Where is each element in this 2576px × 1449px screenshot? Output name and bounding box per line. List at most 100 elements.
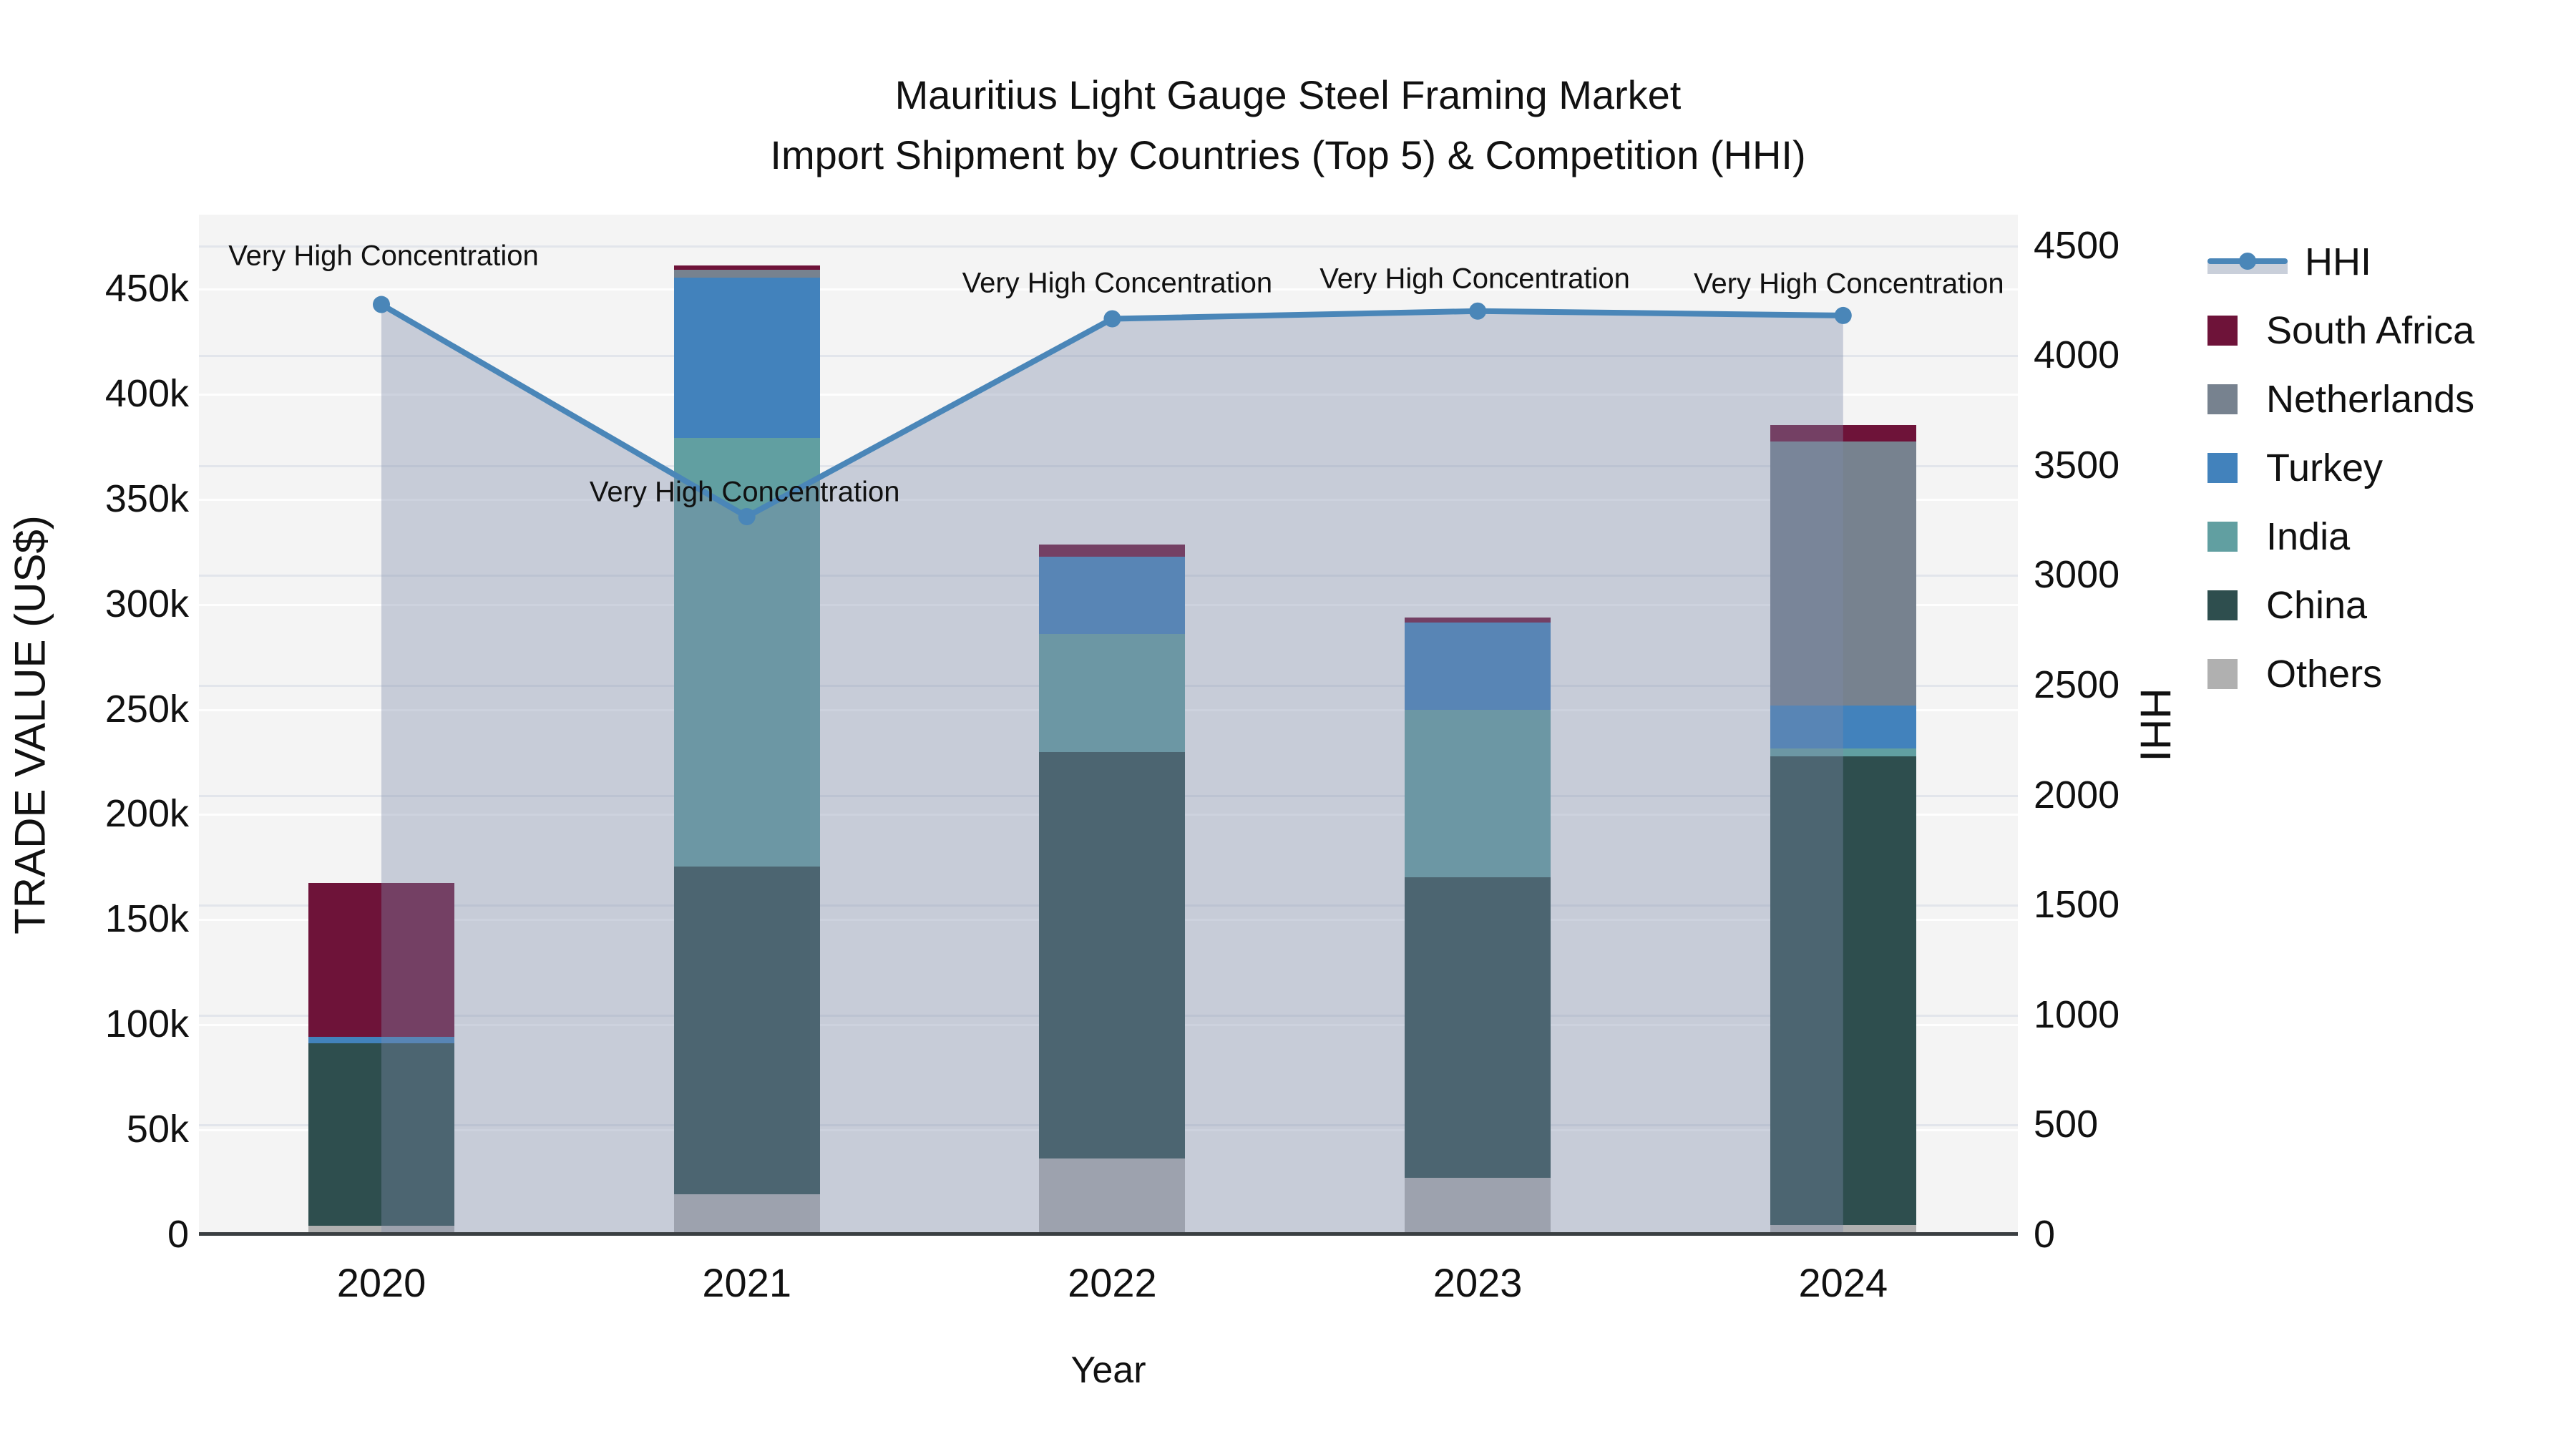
legend-swatch-turkey (2207, 453, 2238, 483)
gridline-left-450k (199, 288, 2018, 291)
legend-swatch-india (2207, 522, 2238, 552)
bar-segment-netherlands (1770, 441, 1916, 706)
x-tick-2024: 2024 (1798, 1260, 1888, 1305)
hhi-marker-2021 (738, 507, 756, 525)
y-axis-left-ticks: 0 50k 100k 150k 200k 250k 300k 350k 400k 450k (0, 215, 189, 1256)
y-left-tick-450k: 450k (104, 266, 189, 310)
plot-area: Very High Concentration Very High Concent… (199, 215, 2018, 1236)
y-left-tick-100k: 100k (104, 1002, 189, 1046)
bar-segment-turkey (1405, 623, 1551, 710)
legend-label: India (2266, 515, 2351, 558)
legend-label: South Africa (2266, 309, 2475, 352)
bar-segment-turkey (673, 278, 820, 438)
bar-segment-south-africa (1405, 617, 1551, 623)
bar-segment-south-africa (1770, 424, 1916, 442)
bar-segment-others (1405, 1177, 1551, 1234)
hhi-line-legend-icon (2207, 247, 2288, 277)
x-tick-2021: 2021 (702, 1260, 791, 1305)
y-right-tick-4500: 4500 (2034, 223, 2120, 267)
hhi-line-layer (373, 296, 1852, 1234)
legend-item-china[interactable]: China (2207, 580, 2367, 630)
legend-swatch-china (2207, 590, 2238, 620)
bar-2020 (308, 883, 454, 1234)
hhi-marker-2023 (1469, 302, 1487, 320)
y-right-tick-0: 0 (2034, 1213, 2056, 1256)
legend-label: China (2266, 584, 2368, 627)
bar-segment-turkey (1770, 706, 1916, 749)
bar-segment-india (1770, 748, 1916, 756)
gridline-left-350k (199, 498, 2018, 501)
legend-label: Turkey (2266, 447, 2384, 489)
bar-segment-others (673, 1194, 820, 1234)
bar-segment-others (1770, 1224, 1916, 1234)
y-right-tick-1000: 1000 (2034, 992, 2120, 1036)
bar-segment-china (1039, 751, 1186, 1159)
y-right-tick-3000: 3000 (2034, 553, 2120, 597)
y-left-tick-250k: 250k (104, 687, 189, 731)
legend-item-south-africa[interactable]: South Africa (2207, 306, 2474, 356)
bar-segment-south-africa (1039, 545, 1186, 557)
annotation-2024: Very High Concentration (1694, 268, 2004, 300)
y-left-tick-50k: 50k (126, 1108, 189, 1151)
legend-label: Others (2266, 653, 2383, 696)
annotation-2020: Very High Concentration (228, 240, 539, 272)
annotation-2021: Very High Concentration (589, 476, 900, 508)
hhi-area-fill (381, 304, 1843, 1234)
legend-item-netherlands[interactable]: Netherlands (2207, 374, 2474, 424)
y-left-tick-150k: 150k (104, 897, 189, 941)
y-right-tick-500: 500 (2034, 1103, 2099, 1146)
y-axis-right-ticks: 0 500 1000 1500 2000 2500 3000 3500 4000 4500 (2034, 215, 2220, 1256)
legend-item-others[interactable]: Others (2207, 649, 2382, 699)
x-axis-line (199, 1232, 2018, 1236)
chart-title-line2: Import Shipment by Countries (Top 5) & C… (770, 132, 1806, 177)
bar-segment-china (673, 866, 820, 1195)
y-right-tick-4000: 4000 (2034, 333, 2120, 377)
annotation-2023: Very High Concentration (1319, 263, 1630, 295)
bar-segment-india (1405, 710, 1551, 877)
y-right-tick-3500: 3500 (2034, 443, 2120, 487)
hhi-marker-2024 (1834, 306, 1852, 324)
bar-2022 (1039, 545, 1186, 1234)
y-axis-title-left: TRADE VALUE (US$) (6, 514, 54, 935)
gridline-right-4500 (199, 245, 2018, 248)
legend-item-hhi[interactable]: HHI (2207, 237, 2371, 287)
legend-label: HHI (2305, 240, 2371, 283)
bar-segment-turkey (1039, 556, 1186, 635)
y-axis-title-right: HHI (2131, 687, 2180, 762)
bar-2023 (1405, 617, 1551, 1234)
x-tick-2023: 2023 (1433, 1260, 1523, 1305)
bar-segment-turkey (308, 1036, 454, 1043)
legend-swatch-others (2207, 659, 2238, 689)
annotation-2022: Very High Concentration (962, 267, 1273, 298)
hhi-marker-2020 (373, 296, 390, 313)
y-left-tick-400k: 400k (104, 371, 189, 415)
gridline-right-3500 (199, 464, 2018, 467)
legend-item-turkey[interactable]: Turkey (2207, 443, 2383, 493)
y-right-tick-2000: 2000 (2034, 773, 2120, 816)
bar-2024 (1770, 424, 1916, 1234)
x-tick-2022: 2022 (1068, 1260, 1157, 1305)
y-left-tick-0: 0 (167, 1213, 189, 1256)
y-right-tick-1500: 1500 (2034, 883, 2120, 927)
bar-segment-india (1039, 634, 1186, 752)
chart-title-line1: Mauritius Light Gauge Steel Framing Mark… (894, 72, 1682, 117)
legend-item-india[interactable]: India (2207, 512, 2350, 562)
hhi-marker-2022 (1103, 310, 1121, 328)
y-right-tick-2500: 2500 (2034, 663, 2120, 706)
y-left-tick-350k: 350k (104, 477, 189, 520)
y-left-tick-200k: 200k (104, 792, 189, 836)
bar-segment-others (1039, 1158, 1186, 1234)
gridline-left-400k (199, 393, 2018, 396)
legend-swatch-south-africa (2207, 316, 2238, 346)
bar-segment-china (308, 1043, 454, 1226)
gridline-right-4000 (199, 355, 2018, 358)
legend-label: Netherlands (2266, 378, 2475, 421)
bar-segment-south-africa (673, 265, 820, 270)
legend-swatch-netherlands (2207, 384, 2238, 414)
bar-2021 (673, 265, 820, 1234)
bar-segment-south-africa (308, 883, 454, 1037)
bar-segment-netherlands (673, 269, 820, 278)
bar-segment-china (1770, 756, 1916, 1225)
bar-segment-others (308, 1226, 454, 1234)
